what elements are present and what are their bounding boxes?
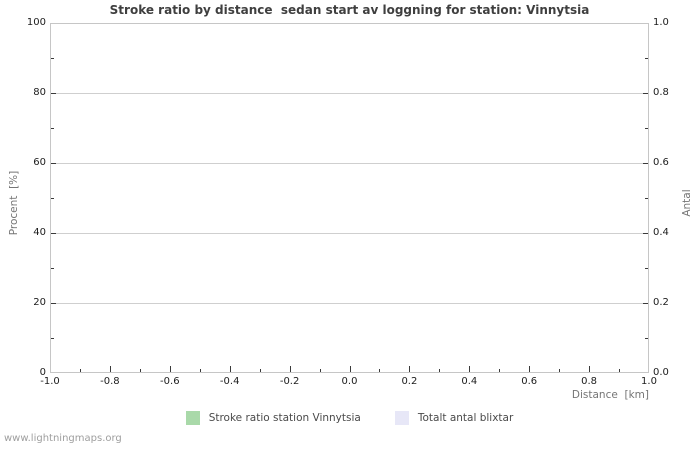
y-axis-left-tick-label: 100 [26, 17, 46, 28]
plot-area [50, 23, 649, 373]
y-minor-tick [645, 268, 648, 269]
y-axis-right-tick-label: 0.0 [653, 367, 669, 378]
y-major-tick [643, 163, 648, 164]
y-minor-tick [51, 58, 54, 59]
y-axis-left-tick-label: 40 [33, 227, 46, 238]
x-axis-title: Distance [km] [571, 389, 649, 401]
x-axis-tick-label: -0.2 [279, 376, 300, 387]
y-major-tick [51, 163, 56, 164]
legend-label: Totalt antal blixtar [417, 412, 514, 424]
x-minor-tick [499, 369, 501, 372]
y-minor-tick [645, 128, 648, 129]
y-minor-tick [645, 338, 648, 339]
x-axis-tick-label: 0.4 [461, 376, 478, 387]
x-axis-tick-label: -1.0 [40, 376, 60, 387]
y-axis-right-tick-label: 0.4 [653, 227, 669, 238]
watermark-text: www.lightningmaps.org [4, 433, 122, 444]
x-major-tick [349, 366, 351, 372]
y-major-tick [643, 93, 648, 94]
y-major-tick [643, 233, 648, 234]
x-minor-tick [379, 369, 381, 372]
legend: Stroke ratio station Vinnytsia Totalt an… [50, 411, 649, 425]
legend-label: Stroke ratio station Vinnytsia [208, 412, 361, 424]
x-minor-tick [439, 369, 441, 372]
x-minor-tick [79, 369, 81, 372]
y-axis-right-tick-label: 1.0 [653, 17, 669, 28]
y-minor-tick [51, 128, 54, 129]
y-major-tick [51, 233, 56, 234]
y-minor-tick [51, 268, 54, 269]
y-minor-tick [645, 198, 648, 199]
x-axis-tick-label: 0.0 [341, 376, 358, 387]
x-major-tick [289, 366, 291, 372]
x-minor-tick [319, 369, 321, 372]
y-axis-left-tick-label: 80 [33, 87, 46, 98]
gridline [51, 303, 648, 304]
x-axis-tick-label: 0.2 [401, 376, 418, 387]
y-axis-left-tick-label: 0 [39, 367, 46, 378]
x-minor-tick [619, 369, 621, 372]
legend-swatch-stroke-ratio [185, 411, 200, 425]
y-minor-tick [645, 58, 648, 59]
x-major-tick [469, 366, 471, 372]
y-axis-left-tick-label: 20 [33, 297, 46, 308]
y-axis-left-title: Procent [%] [8, 170, 20, 236]
x-major-tick [229, 366, 231, 372]
y-major-tick [643, 303, 648, 304]
x-major-tick [109, 366, 111, 372]
gridline [51, 93, 648, 94]
x-axis-tick-label: 1.0 [641, 376, 657, 387]
gridline [51, 163, 648, 164]
y-major-tick [51, 93, 56, 94]
x-major-tick [529, 366, 531, 372]
gridline [51, 233, 648, 234]
x-minor-tick [559, 369, 561, 372]
y-axis-right-tick-label: 0.2 [653, 297, 669, 308]
legend-item: Stroke ratio station Vinnytsia [185, 411, 361, 425]
legend-swatch-total-strokes [394, 411, 409, 425]
x-axis-tick-label: -0.6 [160, 376, 180, 387]
y-minor-tick [51, 338, 54, 339]
x-major-tick [409, 366, 411, 372]
x-axis-tick-label: 0.6 [521, 376, 538, 387]
y-axis-right-tick-label: 0.8 [653, 87, 669, 98]
x-major-tick [589, 366, 591, 372]
y-axis-left-tick-label: 60 [33, 157, 46, 168]
y-major-tick [51, 303, 56, 304]
y-minor-tick [51, 198, 54, 199]
x-axis-tick-label: -0.8 [100, 376, 120, 387]
legend-item: Totalt antal blixtar [394, 411, 514, 425]
chart-title: Stroke ratio by distance sedan start av … [109, 3, 590, 17]
x-minor-tick [139, 369, 141, 372]
y-axis-right-title: Antal [681, 189, 693, 217]
x-axis-tick-label: 0.8 [581, 376, 598, 387]
x-minor-tick [259, 369, 261, 372]
y-axis-right-tick-label: 0.6 [653, 157, 669, 168]
x-minor-tick [199, 369, 201, 372]
x-axis-tick-label: -0.4 [219, 376, 240, 387]
x-major-tick [169, 366, 171, 372]
